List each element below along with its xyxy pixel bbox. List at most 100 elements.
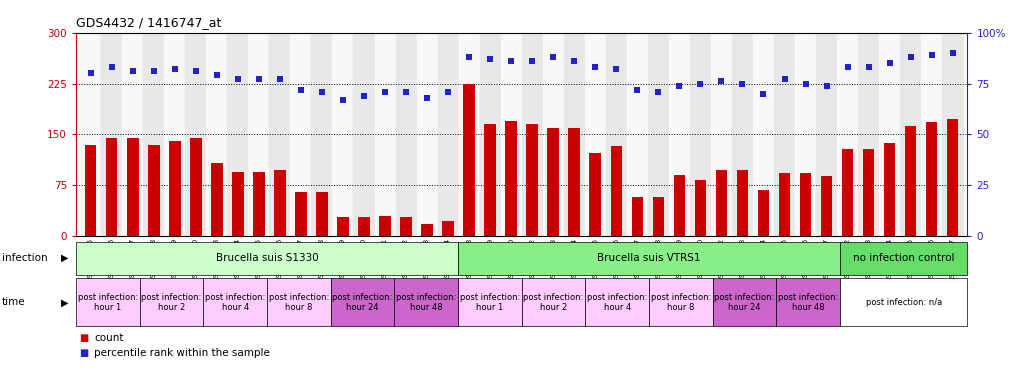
Bar — [379, 216, 391, 236]
Bar — [821, 177, 833, 236]
Bar — [568, 127, 580, 236]
Text: percentile rank within the sample: percentile rank within the sample — [94, 348, 270, 358]
Bar — [522, 278, 586, 326]
Bar — [354, 33, 375, 236]
Bar — [479, 33, 500, 236]
Point — [692, 81, 708, 87]
Bar — [211, 163, 223, 236]
Bar — [611, 146, 622, 236]
Bar — [316, 192, 328, 236]
Text: post infection:
hour 2: post infection: hour 2 — [524, 293, 583, 312]
Point — [251, 76, 267, 83]
Bar — [267, 278, 330, 326]
Point — [335, 97, 352, 103]
Point — [629, 86, 645, 93]
Bar — [375, 33, 395, 236]
Text: post infection:
hour 1: post infection: hour 1 — [78, 293, 138, 312]
Text: post infection:
hour 24: post infection: hour 24 — [714, 293, 775, 312]
Bar — [295, 192, 307, 236]
Point — [482, 56, 498, 62]
Point — [83, 70, 99, 76]
Text: ■: ■ — [79, 348, 88, 358]
Bar — [458, 278, 522, 326]
Bar — [649, 278, 713, 326]
Bar — [795, 33, 816, 236]
Bar — [207, 33, 227, 236]
Text: GDS4432 / 1416747_at: GDS4432 / 1416747_at — [76, 16, 222, 29]
Text: post infection:
hour 48: post infection: hour 48 — [778, 293, 839, 312]
Text: post infection:
hour 2: post infection: hour 2 — [142, 293, 202, 312]
Bar — [648, 33, 669, 236]
Point — [860, 64, 876, 70]
Bar — [438, 33, 459, 236]
Bar — [711, 33, 732, 236]
Point — [230, 76, 246, 83]
Point — [756, 91, 772, 97]
Text: ■: ■ — [79, 333, 88, 343]
Point — [146, 68, 162, 74]
Point — [944, 50, 960, 56]
Bar — [674, 175, 685, 236]
Bar — [669, 33, 690, 236]
Bar — [76, 278, 140, 326]
Bar — [564, 33, 585, 236]
Bar — [713, 278, 776, 326]
Bar — [232, 172, 244, 236]
Bar — [85, 144, 96, 236]
Bar — [774, 33, 795, 236]
Bar — [80, 33, 101, 236]
Bar — [840, 278, 967, 326]
Point — [461, 54, 477, 60]
Bar — [606, 33, 627, 236]
Point — [819, 83, 835, 89]
Bar — [106, 138, 118, 236]
Bar — [631, 197, 643, 236]
Bar — [459, 33, 479, 236]
Bar — [185, 33, 207, 236]
Bar — [921, 33, 942, 236]
Text: time: time — [2, 297, 25, 308]
Bar — [690, 33, 711, 236]
Bar — [837, 33, 858, 236]
Point — [776, 76, 792, 83]
Bar — [527, 124, 538, 236]
Bar — [947, 119, 958, 236]
Bar — [143, 33, 164, 236]
Bar — [500, 33, 522, 236]
Bar — [123, 33, 143, 236]
Text: post infection:
hour 8: post infection: hour 8 — [268, 293, 329, 312]
Bar — [505, 121, 517, 236]
Point — [545, 54, 561, 60]
Bar — [779, 173, 790, 236]
Point — [672, 83, 688, 89]
Bar — [715, 170, 727, 236]
Bar — [248, 33, 269, 236]
Bar — [652, 197, 665, 236]
Bar — [164, 33, 185, 236]
Bar — [627, 33, 648, 236]
Point — [103, 64, 120, 70]
Text: infection: infection — [2, 253, 48, 263]
Text: post infection:
hour 4: post infection: hour 4 — [205, 293, 265, 312]
Bar — [204, 278, 267, 326]
Point — [903, 54, 919, 60]
Text: post infection:
hour 8: post infection: hour 8 — [650, 293, 711, 312]
Text: post infection:
hour 48: post infection: hour 48 — [396, 293, 456, 312]
Bar — [901, 33, 921, 236]
Bar — [421, 224, 433, 236]
Point — [398, 89, 414, 95]
Bar — [269, 33, 291, 236]
Bar — [330, 278, 394, 326]
Bar — [148, 144, 160, 236]
Point — [293, 86, 309, 93]
Point — [187, 68, 204, 74]
Bar — [840, 242, 967, 275]
Text: post infection:
hour 1: post infection: hour 1 — [460, 293, 520, 312]
Text: no infection control: no infection control — [853, 253, 954, 263]
Text: post infection: n/a: post infection: n/a — [866, 298, 942, 307]
Bar — [816, 33, 837, 236]
Bar — [590, 153, 601, 236]
Point — [713, 78, 729, 84]
Bar — [695, 180, 706, 236]
Point — [588, 64, 604, 70]
